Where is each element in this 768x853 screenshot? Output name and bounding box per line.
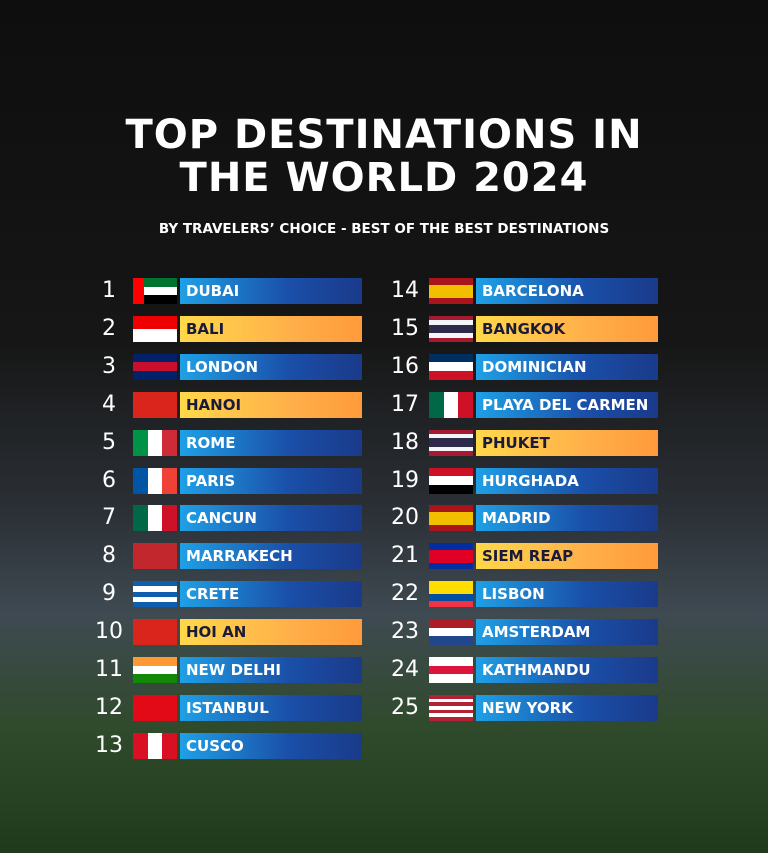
destination-bar: SIEM REAP [476,543,658,570]
destination-bar: MARRAKECH [180,543,362,570]
destination-bar: DOMINICIAN [476,353,658,380]
subtitle: BY TRAVELERS’ CHOICE - BEST OF THE BEST … [158,221,610,237]
flag-icon [133,353,177,380]
rank-number: 8 [102,543,116,569]
rank-number: 2 [102,315,116,341]
rank-number: 9 [102,581,116,607]
flag-icon [429,657,473,683]
destination-bar: AMSTERDAM [476,619,658,646]
rank-number: 23 [391,619,419,645]
destination-bar: PARIS [180,467,362,494]
destination-bar: BALI [180,315,362,342]
flag-icon [133,657,177,683]
flag-icon [429,581,473,608]
rank-number: 17 [391,391,419,417]
rank-number: 24 [391,657,419,682]
destination-bar: BANGKOK [476,315,658,342]
flag-icon [133,505,177,532]
flag-icon [429,315,473,342]
destination-bar: PHUKET [476,429,658,456]
destination-bar: MADRID [476,505,658,532]
title-line: THE WORLD 2024 [179,155,589,201]
flag-icon [429,619,473,646]
flag-icon [133,391,177,418]
rank-number: 22 [391,581,419,607]
destination-bar: ISTANBUL [180,694,362,721]
rank-number: 4 [102,391,116,417]
destination-bar: ROME [180,429,362,456]
destination-bar: LISBON [476,581,658,608]
destination-bar: BARCELONA [476,278,658,304]
destination-bar: CUSCO [180,732,362,759]
destination-bar: KATHMANDU [476,657,658,683]
flag-icon [133,732,177,759]
rank-number: 6 [102,467,116,493]
destination-bar: NEW YORK [476,694,658,721]
flag-icon [133,581,177,608]
flag-icon [133,543,177,570]
rank-number: 5 [102,429,116,455]
rank-number: 14 [391,278,419,303]
destination-bar: HURGHADA [476,467,658,494]
flag-icon [429,505,473,532]
title-line: TOP DESTINATIONS IN [125,112,643,158]
destination-bar: HANOI [180,391,362,418]
flag-icon [133,619,177,646]
rank-number: 18 [391,429,419,455]
rank-number: 10 [95,619,123,645]
flag-icon [133,429,177,456]
rank-number: 7 [102,505,116,531]
destination-bar: HOI AN [180,619,362,646]
rank-number: 16 [391,353,419,379]
destination-bar: PLAYA DEL CARMEN [476,391,658,418]
rank-number: 19 [391,467,419,493]
rank-number: 11 [95,657,123,682]
destination-bar: CRETE [180,581,362,608]
destination-bar: DUBAI [180,278,362,304]
flag-icon [133,694,177,721]
rank-number: 12 [95,694,123,720]
flag-icon [133,467,177,494]
rank-number: 1 [102,278,116,303]
flag-icon [429,353,473,380]
flag-icon [429,694,473,721]
flag-icon [133,278,177,304]
rank-number: 25 [391,694,419,720]
destination-bar: NEW DELHI [180,657,362,683]
rank-number: 20 [391,505,419,531]
flag-icon [429,467,473,494]
destination-bar: CANCUN [180,505,362,532]
flag-icon [429,429,473,456]
rank-number: 3 [102,353,116,379]
flag-icon [429,391,473,418]
destination-bar: LONDON [180,353,362,380]
flag-icon [133,315,177,342]
rank-number: 15 [391,315,419,341]
flag-icon [429,543,473,570]
flag-icon [429,278,473,304]
rank-number: 13 [95,732,123,758]
rank-number: 21 [391,543,419,569]
